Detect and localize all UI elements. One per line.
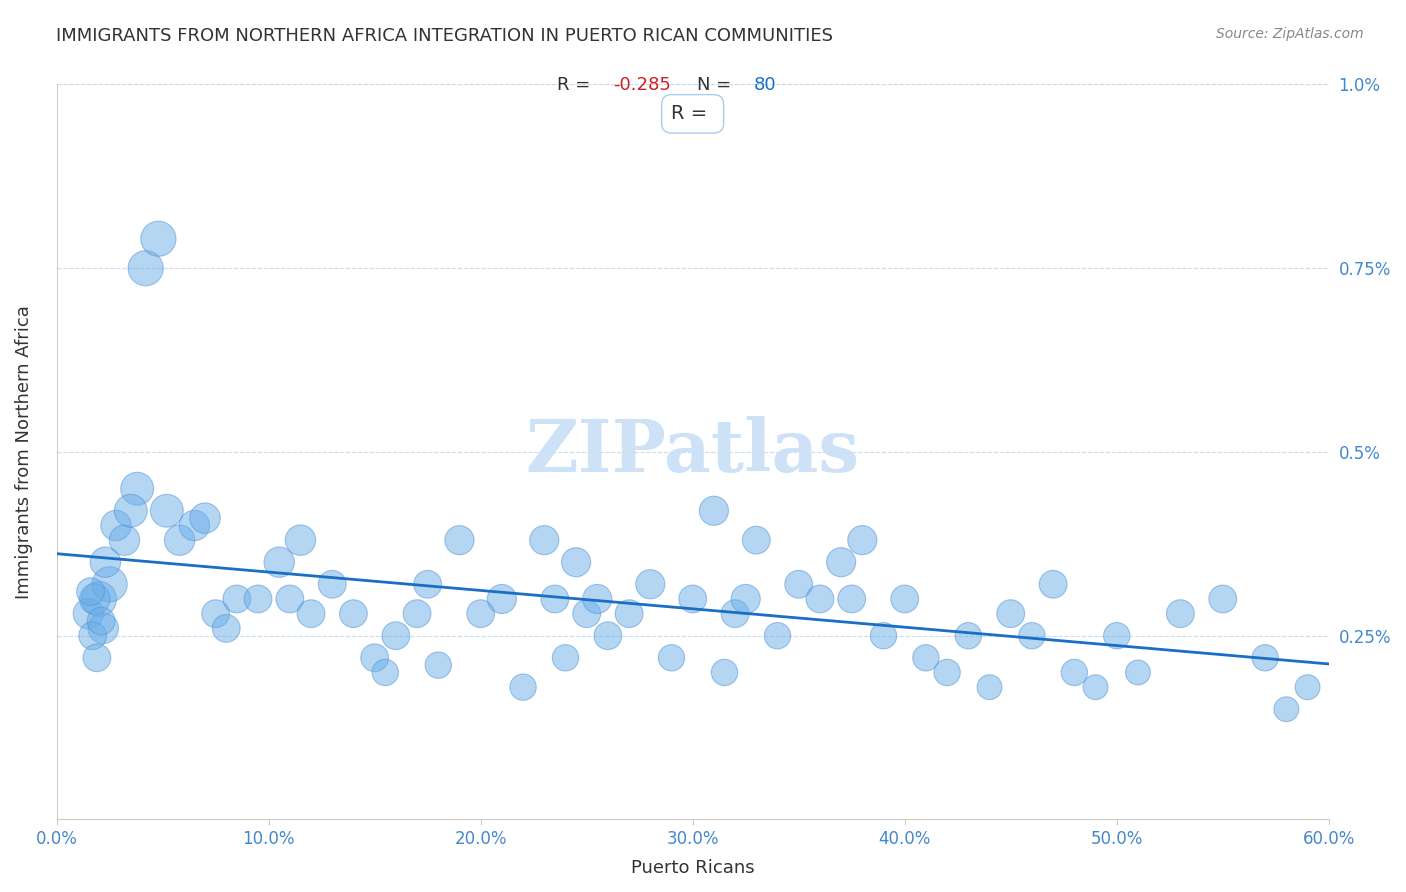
Point xyxy=(915,650,938,665)
Point xyxy=(734,591,756,606)
Text: R =: R = xyxy=(557,76,596,94)
Point xyxy=(565,555,588,569)
Point xyxy=(120,504,142,518)
Point xyxy=(127,482,149,496)
Point xyxy=(841,591,863,606)
Point xyxy=(703,504,725,518)
Text: IMMIGRANTS FROM NORTHERN AFRICA INTEGRATION IN PUERTO RICAN COMMUNITIES: IMMIGRANTS FROM NORTHERN AFRICA INTEGRAT… xyxy=(56,27,834,45)
Point xyxy=(1275,702,1298,716)
Point xyxy=(512,680,534,694)
Point xyxy=(979,680,1001,694)
Point xyxy=(1212,591,1234,606)
Point xyxy=(957,629,980,643)
Text: N =: N = xyxy=(697,76,737,94)
Point xyxy=(342,607,364,621)
Point xyxy=(416,577,439,591)
Point xyxy=(713,665,735,680)
Point xyxy=(1105,629,1128,643)
Point xyxy=(90,614,112,628)
Point xyxy=(830,555,852,569)
Point xyxy=(77,607,100,621)
Point xyxy=(661,650,683,665)
Point xyxy=(586,591,609,606)
Point xyxy=(374,665,396,680)
X-axis label: Puerto Ricans: Puerto Ricans xyxy=(631,859,755,877)
Point xyxy=(851,533,873,548)
Point xyxy=(1042,577,1064,591)
Point xyxy=(724,607,747,621)
Point xyxy=(194,511,217,525)
Point xyxy=(787,577,810,591)
Point xyxy=(104,518,127,533)
Point xyxy=(135,261,157,276)
Point xyxy=(872,629,894,643)
Point xyxy=(94,555,117,569)
Point xyxy=(936,665,959,680)
Point xyxy=(215,621,238,635)
Point xyxy=(893,591,915,606)
Point xyxy=(470,607,492,621)
Point xyxy=(1084,680,1107,694)
Point xyxy=(491,591,513,606)
Point xyxy=(299,607,322,621)
Point xyxy=(321,577,343,591)
Point xyxy=(745,533,768,548)
Point xyxy=(808,591,831,606)
Point xyxy=(1000,607,1022,621)
Text: ZIPatlas: ZIPatlas xyxy=(526,417,859,487)
Point xyxy=(169,533,191,548)
Point xyxy=(406,607,429,621)
Point xyxy=(148,232,170,246)
Point xyxy=(87,591,110,606)
Point xyxy=(554,650,576,665)
Point xyxy=(79,584,101,599)
Point xyxy=(766,629,789,643)
Point xyxy=(1254,650,1277,665)
Point xyxy=(533,533,555,548)
Point xyxy=(114,533,136,548)
Point xyxy=(596,629,619,643)
Point xyxy=(640,577,662,591)
Point xyxy=(1063,665,1085,680)
Point xyxy=(449,533,471,548)
Point xyxy=(247,591,270,606)
Point xyxy=(269,555,291,569)
Point xyxy=(86,650,108,665)
Point xyxy=(575,607,598,621)
Point xyxy=(183,518,205,533)
Point xyxy=(225,591,247,606)
Point xyxy=(617,607,640,621)
Point xyxy=(290,533,312,548)
Text: 80: 80 xyxy=(754,76,776,94)
Point xyxy=(385,629,408,643)
Point xyxy=(204,607,226,621)
Point xyxy=(682,591,704,606)
Point xyxy=(363,650,385,665)
Point xyxy=(1021,629,1043,643)
Point xyxy=(278,591,301,606)
Point xyxy=(82,629,104,643)
Text: Source: ZipAtlas.com: Source: ZipAtlas.com xyxy=(1216,27,1364,41)
Point xyxy=(427,658,450,673)
Point xyxy=(544,591,567,606)
Text: -0.285: -0.285 xyxy=(613,76,671,94)
Point xyxy=(83,591,105,606)
Point xyxy=(1170,607,1192,621)
Text: R =: R = xyxy=(672,104,714,123)
Point xyxy=(91,621,114,635)
Point xyxy=(98,577,121,591)
Y-axis label: Immigrants from Northern Africa: Immigrants from Northern Africa xyxy=(15,305,32,599)
Point xyxy=(1126,665,1149,680)
Point xyxy=(156,504,179,518)
Point xyxy=(1296,680,1319,694)
